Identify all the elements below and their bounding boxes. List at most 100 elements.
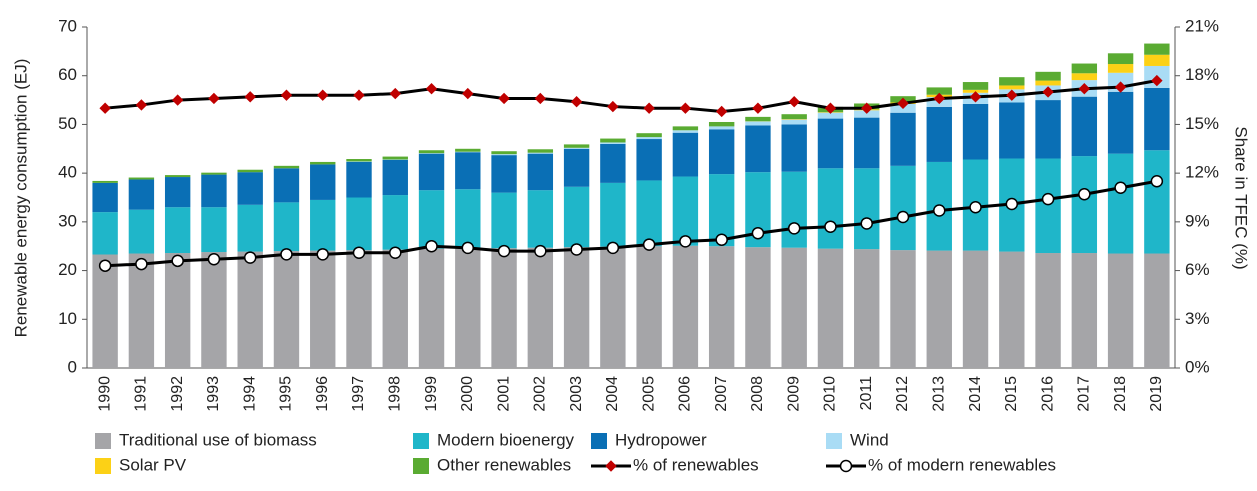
bar-segment xyxy=(817,248,844,368)
bar-segment xyxy=(1035,100,1061,159)
line-marker xyxy=(208,92,220,105)
bar-segment xyxy=(708,246,735,368)
bar-segment xyxy=(962,82,989,90)
y2-tick-label: 9% xyxy=(1185,211,1210,230)
line-marker xyxy=(606,241,620,255)
line-marker xyxy=(607,100,619,113)
line-marker xyxy=(787,222,801,235)
line-marker xyxy=(497,244,511,258)
bar-segment xyxy=(346,161,372,198)
y2-tick-label: 21% xyxy=(1185,16,1219,35)
y-tick-label: 50 xyxy=(58,114,77,133)
y2-tick-label: 3% xyxy=(1185,309,1210,328)
bar-segment xyxy=(491,248,517,368)
x-tick-label: 2008 xyxy=(749,376,766,412)
x-tick-label: 2014 xyxy=(967,376,984,412)
bar-segment xyxy=(527,247,554,368)
bar-segment xyxy=(745,247,771,368)
bar-segment xyxy=(92,180,118,183)
bar-segment xyxy=(455,148,481,152)
line-marker xyxy=(98,259,112,272)
bar-segment xyxy=(1107,64,1134,73)
bar-segment xyxy=(890,165,916,251)
bar-segment xyxy=(600,182,626,247)
bar-segment xyxy=(600,143,626,183)
legend-label: Traditional use of biomass xyxy=(119,430,317,449)
line-marker xyxy=(389,87,401,100)
bar-segment xyxy=(92,254,118,368)
legend-label: Wind xyxy=(850,430,889,449)
line-marker xyxy=(1078,188,1091,201)
x-tick-label: 2002 xyxy=(532,376,549,412)
line-marker xyxy=(933,204,946,217)
x-tick-label: 2006 xyxy=(677,376,694,412)
bar-segment xyxy=(346,250,372,368)
line-marker xyxy=(1041,192,1055,206)
line-marker xyxy=(462,87,474,100)
x-tick-label: 2012 xyxy=(894,376,911,412)
bar-segment xyxy=(854,110,880,118)
x-tick-label: 2011 xyxy=(858,376,875,411)
bar-segment xyxy=(1144,253,1170,368)
line-marker xyxy=(1006,89,1018,101)
y-tick-label: 60 xyxy=(58,65,77,84)
bar-segment xyxy=(201,252,227,368)
bar-segment xyxy=(563,186,590,248)
line-marker xyxy=(461,241,475,255)
line-marker xyxy=(861,102,873,114)
y2-tick-label: 6% xyxy=(1185,260,1210,279)
bar-segment xyxy=(926,87,952,95)
bar-segment xyxy=(781,247,807,368)
line-marker xyxy=(171,94,184,106)
y-tick-label: 0 xyxy=(68,357,77,376)
bar-segment xyxy=(237,251,263,368)
line-marker xyxy=(425,239,438,253)
x-tick-label: 2010 xyxy=(822,376,839,412)
bar-segment xyxy=(890,112,916,166)
bar-segment xyxy=(1107,91,1134,154)
bar-segment xyxy=(817,168,844,249)
bar-segment xyxy=(237,204,263,252)
bar-segment xyxy=(926,106,952,162)
line-marker xyxy=(933,92,945,105)
bar-segment xyxy=(273,251,300,368)
line-marker xyxy=(715,105,728,118)
bar-segment xyxy=(455,248,481,368)
bar-segment xyxy=(273,168,300,203)
bar-segment xyxy=(1144,43,1170,55)
x-tick-label: 1995 xyxy=(278,376,295,412)
bar-segment xyxy=(527,149,554,153)
line-marker xyxy=(244,91,256,103)
bar-segment xyxy=(636,137,662,140)
bar-segment xyxy=(962,103,989,160)
line-marker xyxy=(751,226,765,240)
bar-segment xyxy=(1107,53,1134,65)
bar-segment xyxy=(1071,73,1098,81)
legend-label: % of modern renewables xyxy=(868,455,1056,474)
bar-segment xyxy=(708,126,735,130)
bar-segment xyxy=(1144,54,1170,66)
x-tick-label: 2000 xyxy=(459,376,476,412)
line-marker xyxy=(534,244,547,258)
bar-segment xyxy=(781,124,807,172)
bar-segment xyxy=(926,250,952,368)
bar-segment xyxy=(636,180,662,247)
bar-segment xyxy=(128,253,155,368)
legend-label: Solar PV xyxy=(119,455,187,474)
x-tick-label: 2007 xyxy=(713,376,730,412)
bar-segment xyxy=(92,182,118,213)
x-tick-label: 2004 xyxy=(604,376,621,412)
bar-segment xyxy=(382,195,408,250)
x-tick-label: 2005 xyxy=(640,376,657,412)
bar-segment xyxy=(1071,96,1098,157)
bar-segment xyxy=(237,172,263,205)
bar-segment xyxy=(563,147,590,149)
x-tick-label: 1998 xyxy=(386,376,403,412)
bar-segment xyxy=(708,121,735,127)
bar-segment xyxy=(1107,153,1134,254)
legend-swatch xyxy=(95,458,111,474)
legend-marker xyxy=(605,460,617,472)
bar-segment xyxy=(672,132,699,177)
bar-segment xyxy=(781,119,807,125)
line-marker xyxy=(280,89,293,101)
